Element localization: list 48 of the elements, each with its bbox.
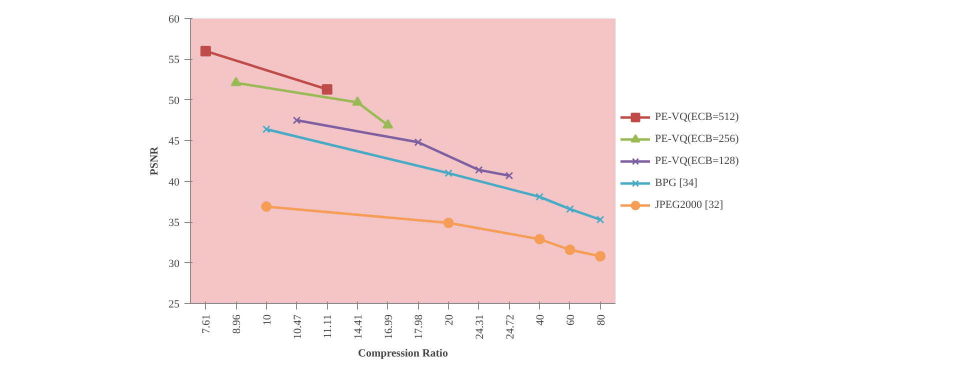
x-tick-label: 24.31 [474,314,486,340]
point [444,169,452,178]
x-tick-label: 80 [595,314,608,326]
point [596,216,604,224]
x-tick-label: 40 [534,314,547,326]
x-axis-title: Compression Ratio [358,347,448,360]
y-tick-label: 30 [168,258,180,270]
point [534,234,545,244]
point [536,192,544,201]
x-tick-label: 16.99 [382,314,395,340]
point [200,46,211,56]
x-tick-label: 11.11 [322,314,334,338]
x-tick-label: 24.72 [504,314,516,340]
y-tick-label: 45 [168,136,180,148]
y-tick-label: 50 [168,94,180,107]
x-tick-label: 14.41 [352,314,364,340]
x-tick-label: 20 [444,314,456,326]
y-tick-label: 60 [168,14,180,26]
point [564,244,576,255]
point [443,218,454,228]
point [505,172,514,180]
legend-label: BPG [34] [655,176,698,188]
x-tick-label: 7.61 [200,314,213,334]
point [414,138,422,146]
x-tick-label: 10 [261,314,274,326]
point [261,201,272,212]
point [595,251,606,262]
point [474,166,483,174]
point [230,76,242,86]
point [262,125,270,134]
x-tick-label: 60 [564,314,577,326]
point [352,96,363,106]
legend-label: PE-VQ(ECB=256) [655,132,740,144]
legend-label: PE-VQ(ECB=512) [655,110,740,122]
x-tick-label: 17.98 [413,314,426,340]
y-tick-label: 55 [168,54,180,66]
point [382,119,394,129]
legend-label: PE-VQ(ECB=128) [655,154,740,166]
point [292,116,301,124]
legend-label: JPEG2000 [32] [655,198,724,210]
y-axis-title: PSNR [148,146,160,176]
y-tick-label: 25 [168,298,180,310]
x-tick-label: 8.96 [231,314,244,334]
y-tick-label: 35 [168,217,180,230]
point [322,84,332,95]
x-tick-label: 10.47 [292,314,304,340]
point [566,205,574,213]
y-tick-label: 40 [168,176,180,188]
